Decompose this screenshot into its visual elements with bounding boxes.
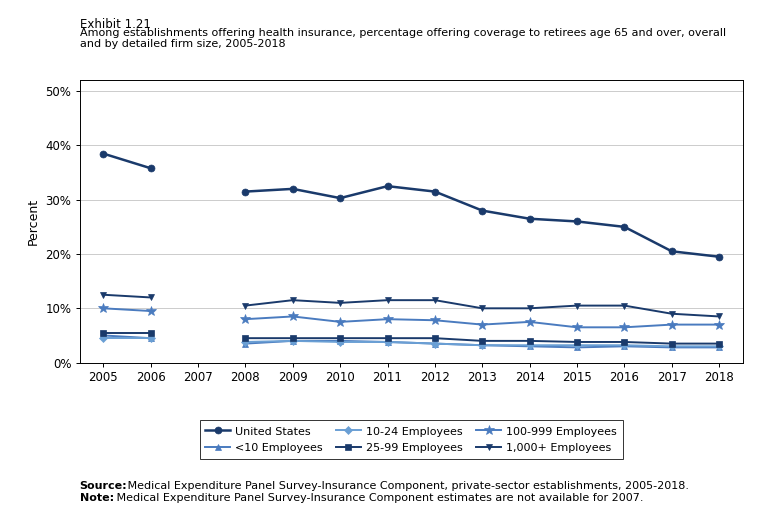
Legend: United States, <10 Employees, 10-24 Employees, 25-99 Employees, 100-999 Employee: United States, <10 Employees, 10-24 Empl…	[200, 421, 622, 458]
Text: Source:: Source:	[80, 481, 127, 491]
Text: Medical Expenditure Panel Survey-Insurance Component, private-sector establishme: Medical Expenditure Panel Survey-Insuran…	[124, 481, 688, 491]
Text: Medical Expenditure Panel Survey-Insurance Component estimates are not available: Medical Expenditure Panel Survey-Insuran…	[113, 493, 644, 503]
Text: Among establishments offering health insurance, percentage offering coverage to : Among establishments offering health ins…	[80, 28, 725, 38]
Y-axis label: Percent: Percent	[27, 198, 39, 245]
Text: Exhibit 1.21: Exhibit 1.21	[80, 18, 151, 31]
Text: Note:: Note:	[80, 493, 114, 503]
Text: and by detailed firm size, 2005-2018: and by detailed firm size, 2005-2018	[80, 39, 285, 49]
